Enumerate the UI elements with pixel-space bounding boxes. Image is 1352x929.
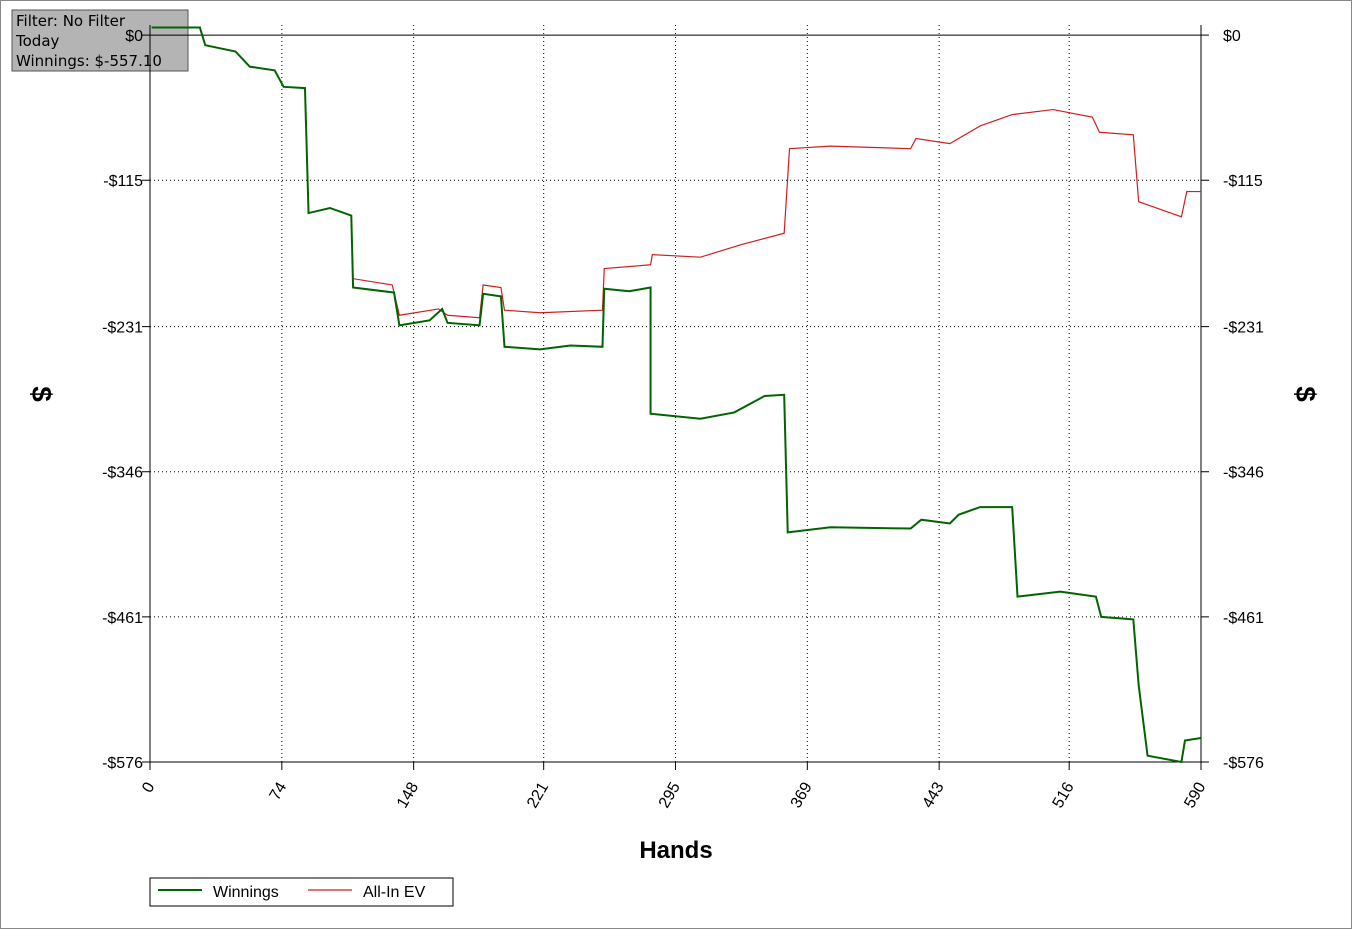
winnings-text: Winnings: $-557.10 [16,52,162,70]
y2-tick-label: $0 [1223,28,1241,45]
legend-label: All-In EV [363,884,426,901]
y-tick-label: $0 [125,28,143,45]
y-tick-label: -$231 [102,320,143,337]
y-axis-title: $ [26,386,57,402]
y2-tick-label: -$461 [1223,610,1264,627]
filter-text: Filter: No Filter [16,12,126,30]
y2-tick-label: -$231 [1223,320,1264,337]
series-line [151,26,1202,764]
y2-axis-title: $ [1290,386,1321,402]
y2-tick-label: -$115 [1223,173,1263,190]
filter-box: Filter: No Filter Today Winnings: $-557.… [11,9,189,72]
y-tick-label: -$346 [102,465,143,482]
period-text: Today [15,32,60,50]
x-tick-label: 74 [267,779,291,803]
x-axis-title: Hands [639,837,712,864]
y-tick-label: -$576 [102,755,143,772]
y2-tick-label: -$346 [1223,465,1264,482]
legend [149,877,454,907]
legend-label: Winnings [213,884,279,901]
filter-box-bg [11,9,189,72]
y-tick-label: -$115 [103,173,143,190]
y2-tick-label: -$576 [1223,755,1264,772]
y-tick-label: -$461 [102,610,143,627]
